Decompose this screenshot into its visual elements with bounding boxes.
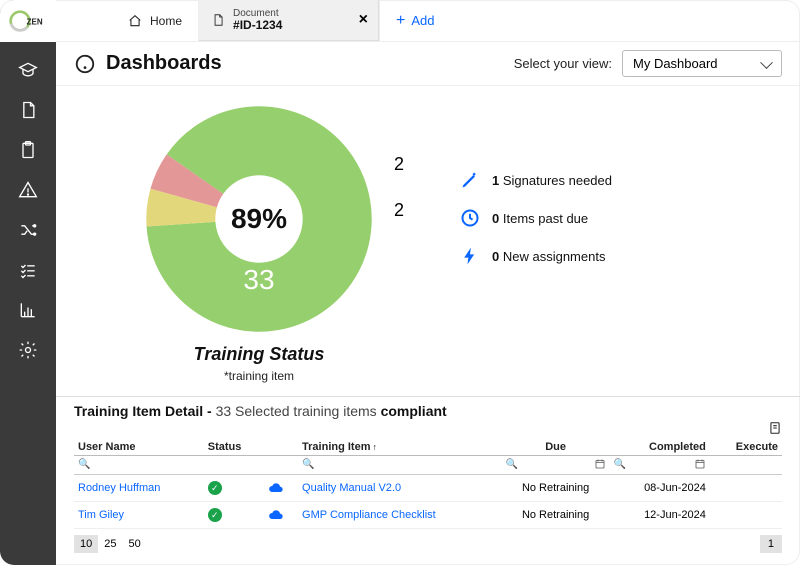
sidebar-shuffle-icon[interactable]	[0, 212, 56, 248]
chart-subtitle: *training item	[224, 369, 294, 383]
sidebar-reports-icon[interactable]	[0, 292, 56, 328]
search-icon[interactable]: 🔍	[302, 459, 314, 470]
calendar-icon[interactable]	[594, 458, 606, 470]
col-due[interactable]: Due	[502, 437, 610, 456]
training-detail-section: Training Item Detail - 33 Selected train…	[56, 396, 800, 565]
slice-label-yellow: 2	[394, 154, 404, 175]
status-ok-icon: ✓	[208, 481, 222, 495]
page-size-option[interactable]: 10	[74, 535, 98, 553]
training-table: User Name Status Training Item↑ Due Comp…	[74, 437, 782, 529]
cloud-icon[interactable]	[268, 480, 284, 496]
page-size-option[interactable]: 25	[98, 535, 122, 553]
home-icon	[128, 14, 142, 28]
user-link[interactable]: Tim Giley	[74, 502, 204, 529]
metric-signatures[interactable]: 1 Signatures needed	[460, 170, 782, 190]
calendar-icon[interactable]	[694, 458, 706, 470]
due-cell: No Retraining	[502, 502, 610, 529]
tab-bar: Home Document #ID-1234 × + Add	[56, 0, 800, 42]
sidebar-settings-icon[interactable]	[0, 332, 56, 368]
col-username[interactable]: User Name	[74, 437, 204, 456]
view-select-dropdown[interactable]: My Dashboard	[622, 50, 782, 77]
tab-home-label: Home	[150, 14, 182, 28]
training-status-chart: 89% 33 2 2	[144, 104, 374, 334]
metric-newassign[interactable]: 0 New assignments	[460, 246, 782, 266]
sidebar	[0, 0, 56, 565]
export-icon[interactable]	[768, 421, 782, 435]
training-item-link[interactable]: GMP Compliance Checklist	[298, 502, 502, 529]
metric-pastdue[interactable]: 0 Items past due	[460, 208, 782, 228]
sidebar-training-icon[interactable]	[0, 52, 56, 88]
status-ok-icon: ✓	[208, 508, 222, 522]
svg-text:ZEN: ZEN	[27, 17, 43, 26]
tab-document[interactable]: Document #ID-1234 ×	[199, 0, 379, 41]
page-number[interactable]: 1	[760, 535, 782, 553]
add-tab-label: Add	[411, 13, 434, 28]
due-cell: No Retraining	[502, 475, 610, 502]
tab-home[interactable]: Home	[112, 0, 199, 41]
page-title: Dashboards	[106, 52, 222, 75]
col-trainingitem[interactable]: Training Item↑	[298, 437, 502, 456]
slice-label-red: 2	[394, 200, 404, 221]
completed-cell: 08-Jun-2024	[610, 475, 710, 502]
metrics-panel: 1 Signatures needed 0 Items past due 0 N…	[460, 104, 782, 390]
view-select-label: Select your view:	[514, 56, 612, 71]
page-size-selector: 102550	[74, 535, 147, 553]
pager: 102550 1	[74, 535, 782, 553]
document-icon	[211, 13, 225, 27]
tab-document-id: #ID-1234	[233, 19, 282, 32]
chart-title: Training Status	[194, 344, 325, 365]
donut-big-number: 33	[243, 264, 274, 296]
sidebar-document-icon[interactable]	[0, 92, 56, 128]
bolt-icon	[460, 246, 480, 266]
search-icon[interactable]: 🔍	[78, 459, 90, 470]
page-header: Dashboards Select your view: My Dashboar…	[56, 42, 800, 86]
add-tab-button[interactable]: + Add	[379, 0, 450, 41]
donut-center-percent: 89%	[231, 203, 287, 235]
plus-icon: +	[396, 13, 405, 29]
user-link[interactable]: Rodney Huffman	[74, 475, 204, 502]
table-row: Rodney Huffman ✓ Quality Manual V2.0No Ret…	[74, 475, 782, 502]
sidebar-clipboard-icon[interactable]	[0, 132, 56, 168]
cloud-icon[interactable]	[268, 507, 284, 523]
clock-icon	[460, 208, 480, 228]
page-size-option[interactable]: 50	[123, 535, 147, 553]
sidebar-checklist-icon[interactable]	[0, 252, 56, 288]
detail-title: Training Item Detail - 33 Selected train…	[74, 403, 782, 419]
sidebar-alert-icon[interactable]	[0, 172, 56, 208]
close-tab-icon[interactable]: ×	[359, 11, 368, 29]
pen-icon	[460, 170, 480, 190]
brand-logo: ZEN	[0, 0, 56, 42]
col-execute[interactable]: Execute	[710, 437, 782, 456]
dashboard-icon	[74, 53, 96, 75]
col-completed[interactable]: Completed	[610, 437, 710, 456]
completed-cell: 12-Jun-2024	[610, 502, 710, 529]
training-item-link[interactable]: Quality Manual V2.0	[298, 475, 502, 502]
col-status[interactable]: Status	[204, 437, 264, 456]
table-row: Tim Giley ✓ GMP Compliance ChecklistNo Ret…	[74, 502, 782, 529]
